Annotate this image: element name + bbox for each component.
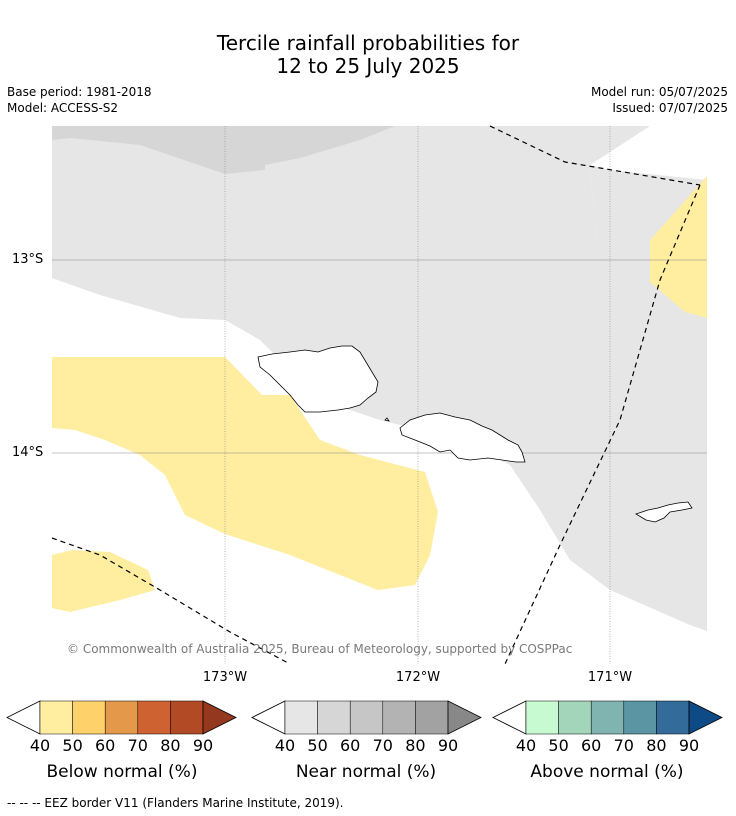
colorbar-tick-label: 90	[192, 736, 214, 755]
meta-right: Model run: 05/07/2025 Issued: 07/07/2025	[591, 84, 728, 116]
colorbar-segment	[623, 700, 657, 735]
colorbar-segment	[104, 700, 139, 735]
below-normal-region	[650, 176, 707, 318]
model-text: Model: ACCESS-S2	[7, 101, 119, 115]
model-run-text: Model run: 05/07/2025	[590, 85, 728, 99]
eez-borders	[51, 125, 701, 665]
savaii-island	[257, 345, 379, 413]
colorbar-tick-label: 70	[613, 736, 634, 755]
lon-label-171w: 171°W	[587, 670, 633, 685]
near-normal-region-darker	[52, 126, 395, 174]
colorbar-segment	[137, 700, 171, 735]
colorbar-segment	[525, 700, 559, 735]
near-normal-label: Near normal (%)	[295, 762, 437, 782]
colorbar-segment	[317, 700, 351, 735]
lon-label-173w: 173°W	[202, 670, 248, 685]
above-normal-label: Above normal (%)	[530, 762, 684, 782]
meta-left: Base period: 1981-2018 Model: ACCESS-S2	[7, 84, 152, 116]
colorbar-tick-label: 60	[581, 736, 602, 755]
colorbar-tick-label: 40	[274, 736, 296, 755]
colorbar-tick-label: 70	[127, 736, 148, 755]
lon-label-172w: 172°W	[395, 670, 441, 685]
below-normal-region	[52, 357, 438, 590]
colorbar-tick-label: 90	[678, 736, 700, 755]
colorbar-segment	[284, 700, 318, 735]
colorbar-left-extend	[492, 700, 527, 735]
colorbar-tick-label: 80	[160, 736, 181, 755]
chart-title: Tercile rainfall probabilities for 12 to…	[0, 32, 736, 78]
graticule	[52, 126, 707, 664]
colorbar-segment	[415, 700, 449, 735]
upolu-island	[399, 412, 526, 463]
colorbar-tick-label: 40	[29, 736, 51, 755]
near-normal-region	[52, 126, 707, 631]
colorbar-tick-label: 50	[62, 736, 83, 755]
colorbar-left-extend	[6, 700, 41, 735]
colorbar-tick-label: 70	[372, 736, 393, 755]
colorbar-tick-label: 80	[646, 736, 667, 755]
colorbar-segment	[72, 700, 106, 735]
no-signal-area	[590, 126, 707, 180]
probability-shading	[52, 126, 707, 631]
colorbar-left-extend	[251, 700, 286, 735]
colorbar-segment	[656, 700, 690, 735]
title-line-1: Tercile rainfall probabilities for	[216, 31, 520, 55]
colorbar-right-extend	[688, 700, 723, 735]
lat-label-13s: 13°S	[12, 252, 44, 267]
title-line-2: 12 to 25 July 2025	[276, 54, 460, 78]
base-period-text: Base period: 1981-2018	[7, 85, 152, 99]
colorbars	[6, 700, 723, 735]
colorbar-tick-label: 60	[340, 736, 361, 755]
colorbar-segment	[590, 700, 625, 735]
colorbar-right-extend	[447, 700, 482, 735]
small-island	[384, 417, 390, 422]
tutuila-island	[635, 501, 693, 523]
lat-label-14s: 14°S	[12, 445, 44, 460]
colorbar-tick-label: 50	[548, 736, 569, 755]
colorbar-tick-label: 60	[95, 736, 116, 755]
colorbar-segment	[558, 700, 592, 735]
colorbar-tick-label: 90	[437, 736, 459, 755]
colorbar-tick-label: 40	[515, 736, 537, 755]
eez-legend-note: -- -- -- EEZ border V11 (Flanders Marine…	[7, 796, 344, 810]
colorbar-segment	[170, 700, 204, 735]
below-normal-label: Below normal (%)	[46, 762, 198, 782]
copyright-text: © Commonwealth of Australia 2025, Bureau…	[67, 642, 573, 656]
issued-text: Issued: 07/07/2025	[612, 101, 728, 115]
below-normal-region	[52, 550, 155, 612]
colorbar-tick-label: 80	[405, 736, 426, 755]
colorbar-segment	[39, 700, 73, 735]
colorbar-tick-label: 50	[307, 736, 328, 755]
coastlines	[257, 345, 693, 523]
colorbar-segment	[382, 700, 416, 735]
colorbar-right-extend	[202, 700, 237, 735]
colorbar-segment	[349, 700, 384, 735]
